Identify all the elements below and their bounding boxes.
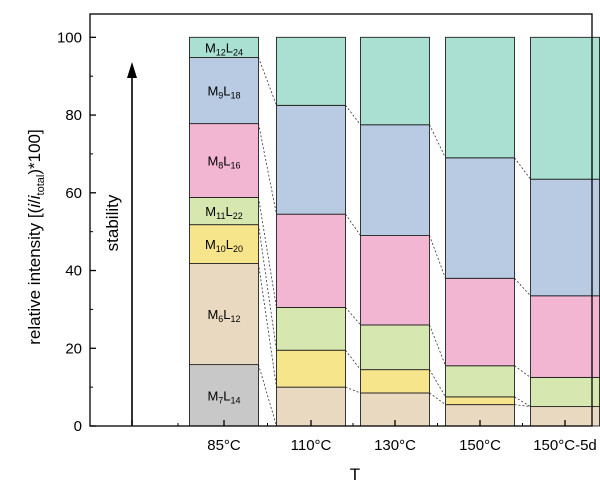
- connector-line: [429, 235, 446, 279]
- connector-line: [258, 224, 277, 351]
- connector-line: [258, 123, 277, 215]
- bar-segment-m8l16: [276, 213, 346, 308]
- bars: [189, 36, 600, 427]
- bar-segment-m12l24: [276, 36, 346, 106]
- bar-segment-m10l20: [276, 349, 346, 388]
- bar-segment-m12l24: [530, 36, 600, 180]
- segment-label-m10l20: M10L20: [205, 237, 243, 254]
- bar-segment-m12l24: [189, 36, 259, 58]
- connector-line: [514, 278, 531, 297]
- bar-segment-m11l22: [445, 365, 515, 398]
- y-tick-label: 0: [74, 418, 82, 435]
- connector-line: [345, 386, 361, 394]
- bar-segment-m9l18: [530, 178, 600, 297]
- bar-segment-m11l22: [360, 324, 430, 371]
- connector-line: [258, 263, 277, 388]
- connector-line: [258, 57, 277, 106]
- bar-segment-m7l14: [189, 364, 259, 427]
- bar-segment-m12l24: [360, 36, 430, 126]
- segment-label-m6l12: M6L12: [207, 307, 240, 324]
- bar-segment-m11l22: [189, 197, 259, 226]
- bar-segment-m9l18: [360, 124, 430, 236]
- x-tick-label: 110°C: [291, 437, 332, 454]
- bar-segment-m9l18: [445, 157, 515, 279]
- connector-line: [514, 157, 531, 180]
- y-tick-label: 60: [65, 185, 82, 202]
- bar-segment-m9l18: [276, 104, 346, 215]
- x-tick-label: 130°C: [374, 437, 416, 454]
- connector-line: [345, 105, 361, 126]
- connector-line: [429, 124, 446, 158]
- connector-line: [345, 213, 361, 236]
- connector-line: [345, 349, 361, 370]
- y-tick-label: 40: [65, 263, 82, 280]
- connector-line: [258, 364, 277, 427]
- x-tick-label: 85°C: [207, 437, 241, 454]
- connector-line: [429, 392, 446, 405]
- bar-segment-m10l20: [360, 369, 430, 394]
- bar-segment-m11l22: [276, 307, 346, 351]
- bar-segment-m8l16: [360, 235, 430, 326]
- bar-segment-m11l22: [530, 376, 600, 408]
- stability-arrowhead: [127, 62, 137, 78]
- connector-line: [345, 307, 361, 326]
- bar-segment-m10l20: [189, 224, 259, 264]
- stability-annotation: stability: [103, 194, 122, 251]
- connector-line: [514, 396, 531, 407]
- y-tick-label: 20: [65, 340, 82, 357]
- segment-labels: M7L14 M6L12 M10L20 M11L22 M8L16 M9L18 M12L24: [205, 40, 243, 405]
- connector-line: [514, 404, 531, 407]
- plot-frame: [89, 13, 593, 427]
- x-tick-label: 150°C-5d: [533, 437, 597, 454]
- connector-lines: [258, 57, 531, 427]
- segment-label-m7l14: M7L14: [207, 388, 240, 405]
- segment-label-m8l16: M8L16: [207, 154, 240, 171]
- bar-segment-m6l12: [189, 263, 259, 366]
- connector-line: [514, 365, 531, 378]
- axes: 0 20 40 60 80 100 85°C 110°C 130°C 150°C 150°C-5d: [57, 13, 597, 454]
- bar-segment-m12l24: [445, 36, 515, 159]
- y-tick-label: 80: [65, 107, 82, 124]
- segment-label-m11l22: M11L22: [205, 204, 242, 221]
- connector-line: [429, 369, 446, 398]
- x-axis-title: T: [350, 465, 360, 484]
- bar-segment-m8l16: [445, 277, 515, 367]
- segment-label-m9l18: M9L18: [207, 84, 240, 101]
- y-tick-label: 100: [57, 29, 82, 46]
- connector-line: [429, 324, 446, 366]
- x-tick-label: 150°C: [459, 437, 501, 454]
- y-axis-title: relative intensity [(i/itotal)*100]: [25, 129, 47, 344]
- connector-line: [258, 197, 277, 308]
- bar-segment-m8l16: [530, 295, 600, 378]
- bar-segment-m10l20: [445, 396, 515, 406]
- segment-label-m12l24: M12L24: [205, 40, 243, 57]
